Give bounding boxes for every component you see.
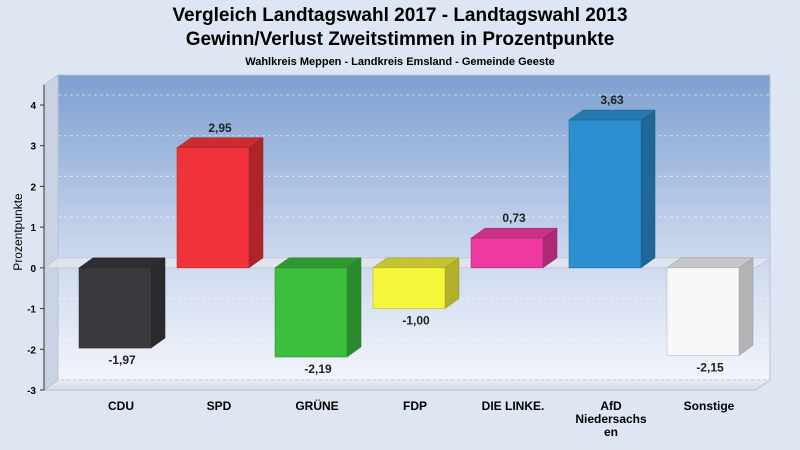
y-tick-label: 3 <box>30 142 36 153</box>
bar <box>274 257 362 358</box>
bar-top <box>78 257 166 269</box>
data-label: -2,15 <box>696 360 724 374</box>
bar-side <box>346 257 362 358</box>
category-label: GRÜNE <box>295 398 338 413</box>
bar-top <box>274 257 362 269</box>
bar <box>666 257 754 356</box>
bar-front <box>470 237 544 269</box>
bar-side <box>248 137 264 269</box>
bar-top <box>470 227 558 239</box>
bar-top <box>176 137 264 148</box>
plot-floor <box>42 379 772 391</box>
y-tick-label: -2 <box>27 345 36 356</box>
bar <box>176 137 264 269</box>
bar-top <box>666 257 754 269</box>
bar <box>470 227 558 269</box>
chart-title-line1: Vergleich Landtagswahl 2017 - Landtagswa… <box>172 5 628 26</box>
bar-front <box>176 147 250 269</box>
y-tick-label: 1 <box>30 223 36 234</box>
data-label: -1,00 <box>402 314 430 328</box>
category-label: en <box>604 425 618 439</box>
bar <box>568 109 656 269</box>
data-label: 0,73 <box>502 211 526 225</box>
category-label: SPD <box>207 399 232 413</box>
bar <box>78 257 166 349</box>
category-label: AfD <box>600 399 622 413</box>
chart-title-line2: Gewinn/Verlust Zweitstimmen in Prozentpu… <box>185 29 615 50</box>
bar-side <box>150 257 166 349</box>
labels: 4 3 2 1 0 -1 -2 -3 -1,97 CDU 2,95 SPD -2,19 GRÜNE -1,0… <box>27 93 735 439</box>
bar-side <box>738 257 754 356</box>
bar-front <box>372 267 446 309</box>
chart-subtitle: Wahlkreis Meppen - Landkreis Emsland - G… <box>245 56 555 68</box>
bar-top <box>372 257 460 269</box>
y-tick-label: 0 <box>30 264 36 275</box>
bar-top <box>568 109 656 121</box>
bar-front <box>568 119 642 269</box>
category-label: CDU <box>108 399 134 413</box>
y-tick-label: 2 <box>30 182 36 193</box>
category-label: Niedersachs <box>575 412 647 426</box>
data-label: -2,19 <box>304 362 332 376</box>
category-label: FDP <box>403 399 427 413</box>
bar-front <box>666 267 740 356</box>
data-label: 3,63 <box>600 93 624 107</box>
chart-title-block: Vergleich Landtagswahl 2017 - Landtagswa… <box>0 4 800 70</box>
y-tick-label: -3 <box>27 386 36 397</box>
bar-side <box>640 109 656 269</box>
bars <box>78 109 754 358</box>
data-label: 2,95 <box>208 121 232 135</box>
plot-frame <box>42 74 772 391</box>
bar-front <box>78 267 152 349</box>
bar-front <box>274 267 348 358</box>
category-label: DIE LINKE. <box>482 399 545 413</box>
category-label: Sonstige <box>684 399 735 413</box>
plot-side-wall <box>43 74 59 391</box>
y-axis-label: Prozentpunkte <box>11 193 25 271</box>
y-tick-label: -1 <box>27 305 36 316</box>
data-label: -1,97 <box>108 353 136 367</box>
bar <box>372 257 460 310</box>
y-tick-label: 4 <box>30 101 36 112</box>
